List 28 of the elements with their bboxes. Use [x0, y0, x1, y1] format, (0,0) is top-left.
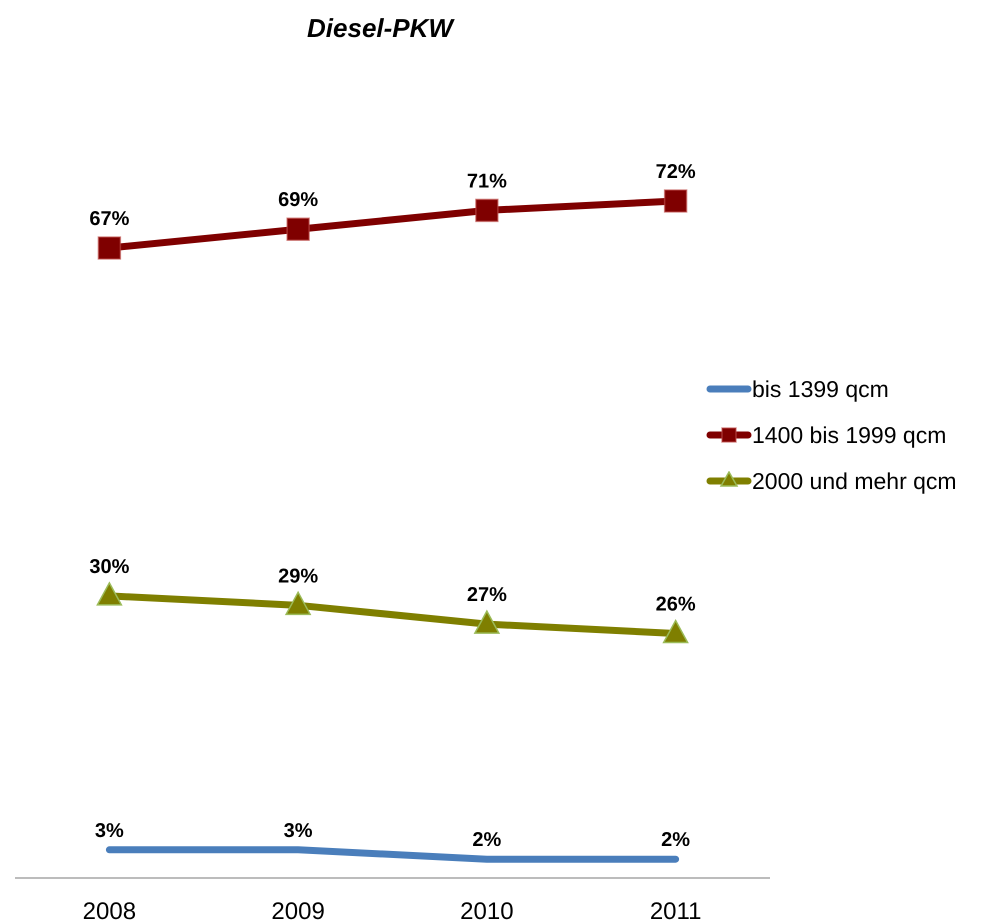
- chart-title: Diesel-PKW: [306, 12, 456, 44]
- point: [664, 189, 688, 213]
- data-label: 27%: [466, 584, 508, 606]
- x-tick-label: 2010: [460, 898, 514, 924]
- point: [286, 217, 310, 241]
- data-label: 2%: [661, 829, 690, 852]
- x-tick-label: 2011: [650, 898, 702, 924]
- data-label: 26%: [656, 594, 696, 616]
- point: [662, 620, 688, 644]
- data-label: 67%: [89, 208, 130, 230]
- data-label: 30%: [89, 556, 130, 578]
- point: [475, 198, 499, 222]
- x-tick-label: 2008: [82, 898, 136, 924]
- data-label: 69%: [278, 189, 318, 212]
- data-label: 29%: [278, 565, 318, 588]
- point: [474, 610, 500, 634]
- x-tick-label: 2009: [271, 898, 325, 924]
- point: [96, 582, 122, 606]
- data-label: 71%: [466, 170, 508, 192]
- point: [285, 592, 311, 616]
- point: [98, 236, 122, 260]
- legend-label: 1400 bis 1999 qcm: [752, 422, 946, 448]
- data-label: 2%: [472, 829, 502, 852]
- legend-label: 2000 und mehr qcm: [752, 468, 957, 494]
- data-label: 3%: [284, 820, 313, 842]
- data-label: 72%: [656, 161, 696, 183]
- data-label: 3%: [94, 820, 124, 842]
- legend-label: bis 1399 qcm: [752, 376, 889, 402]
